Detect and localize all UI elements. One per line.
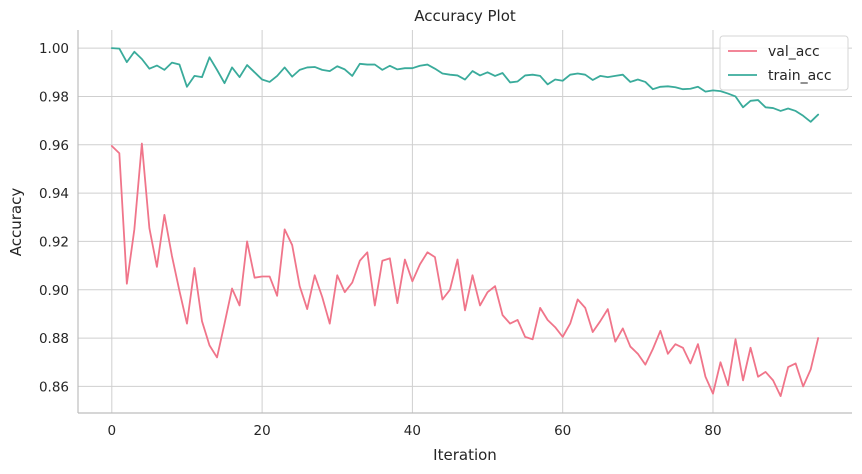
x-tick-label: 0 [108, 423, 117, 439]
x-axis-title: Iteration [433, 446, 497, 464]
legend-label-val-acc: val_acc [768, 44, 820, 60]
y-tick-label: 0.92 [39, 234, 69, 250]
legend-box [719, 35, 849, 91]
chart-title: Accuracy Plot [414, 7, 516, 25]
y-tick-label: 0.98 [39, 89, 69, 105]
y-tick-label: 0.90 [39, 283, 69, 299]
y-tick-label: 0.86 [39, 379, 69, 395]
y-tick-label: 1.00 [39, 41, 69, 57]
x-tick-label: 60 [554, 423, 571, 439]
y-tick-label: 0.96 [39, 138, 69, 154]
series-line-train-acc [110, 47, 820, 123]
axes [77, 30, 852, 414]
x-tick-label: 20 [254, 423, 271, 439]
y-axis-title: Accuracy [7, 188, 25, 257]
tick-labels: 0.86 0.88 0.90 0.92 0.94 0.96 0.98 1.00 0 20 40 60 8… [39, 41, 722, 439]
series-line-val-acc [110, 142, 820, 397]
series-layer [110, 47, 820, 397]
x-tick-label: 40 [404, 423, 421, 439]
legend: val_acc train_acc [719, 35, 849, 91]
legend-label-train-acc: train_acc [768, 68, 832, 84]
y-tick-label: 0.88 [39, 331, 69, 347]
x-tick-label: 80 [704, 423, 721, 439]
y-tick-label: 0.94 [39, 186, 69, 202]
